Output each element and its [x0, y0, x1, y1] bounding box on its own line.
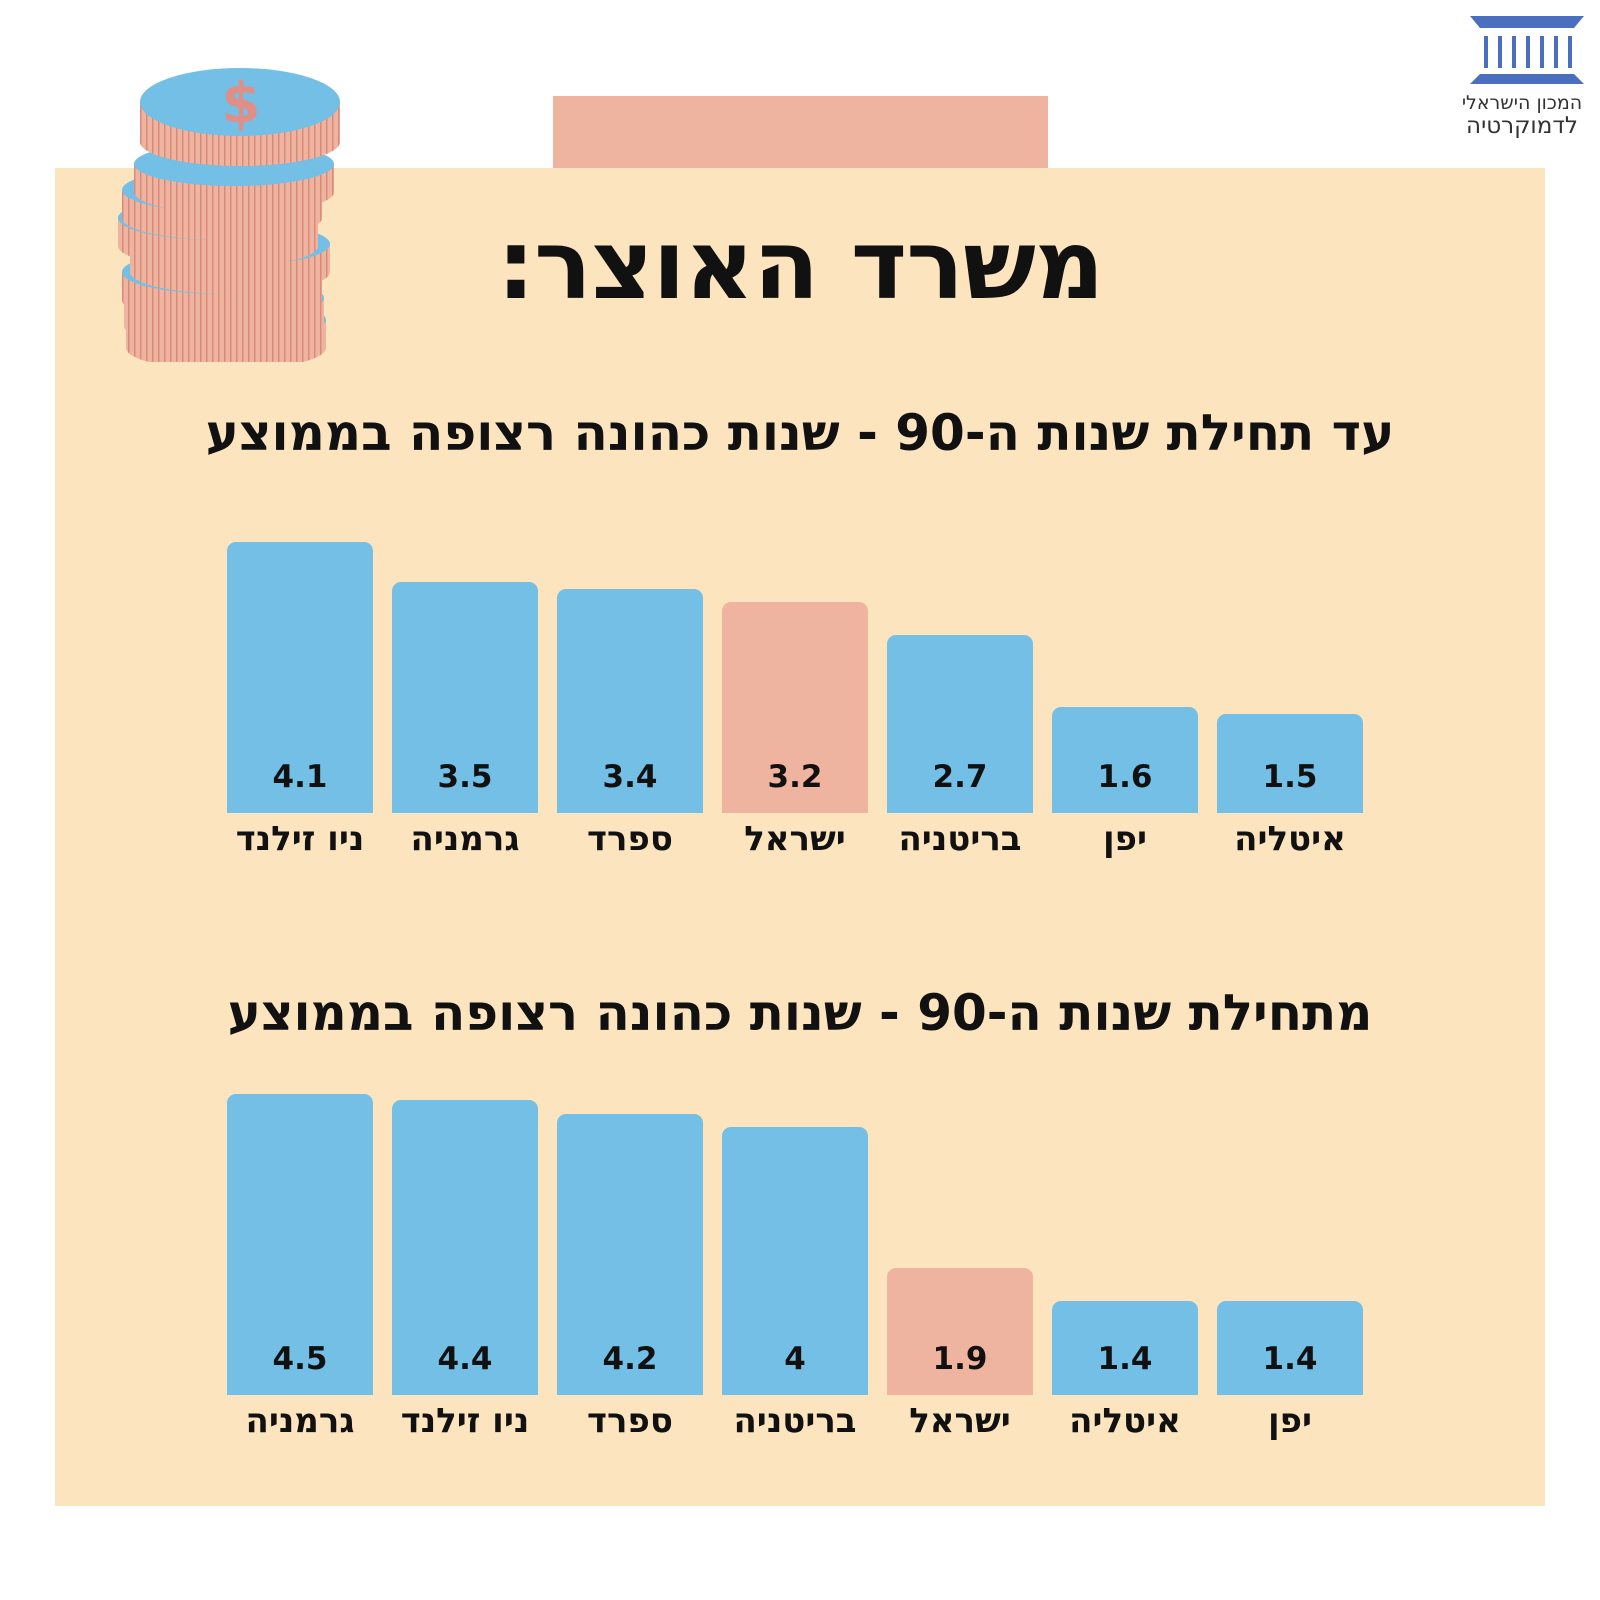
dollar-coin-stack-icon: $ [118, 68, 340, 362]
bar-value-label: 1.4 [1262, 1341, 1318, 1377]
bar [557, 588, 703, 813]
bar-value-label: 4.1 [272, 759, 328, 795]
bar [1052, 1301, 1198, 1395]
category-label: ישראל [909, 1401, 1011, 1441]
bar [392, 1100, 538, 1395]
bar [227, 1093, 373, 1395]
bar-value-label: 1.9 [932, 1341, 988, 1377]
bar [1217, 714, 1363, 813]
bar-value-label: 1.5 [1262, 759, 1318, 795]
category-label: ישראל [744, 819, 846, 859]
chart-2-title: מתחילת שנות ה-90 - שנות כהונה רצופה בממו… [227, 984, 1373, 1042]
bar-value-label: 4 [784, 1341, 806, 1377]
bar-value-label: 4.5 [272, 1341, 328, 1377]
category-label: גרמניה [245, 1401, 355, 1441]
bar-value-label: 1.6 [1097, 759, 1153, 795]
bar [722, 601, 868, 813]
svg-text:$: $ [222, 71, 261, 136]
logo-line-2: לדמוקרטיה [1466, 113, 1578, 139]
category-label: גרמניה [410, 819, 520, 859]
bar [227, 542, 373, 813]
category-label: ניו זילנד [400, 1401, 530, 1441]
bar-value-label: 3.5 [437, 759, 493, 795]
bar-value-label: 3.2 [767, 759, 823, 795]
logo-line-1: המכון הישראלי [1461, 92, 1583, 114]
category-label: איטליה [1234, 819, 1346, 859]
institute-logo-icon [1470, 16, 1584, 84]
bar-value-label: 1.4 [1097, 1341, 1153, 1377]
category-label: בריטניה [733, 1401, 857, 1441]
bar [1052, 707, 1198, 813]
bar [887, 634, 1033, 813]
bar [392, 582, 538, 813]
bar [722, 1127, 868, 1395]
bar-value-label: 4.2 [602, 1341, 658, 1377]
bar [1217, 1301, 1363, 1395]
chart-1-title: עד תחילת שנות ה-90 - שנות כהונה רצופה במ… [205, 404, 1395, 462]
category-label: יפן [1102, 819, 1148, 859]
category-label: ספרד [587, 819, 673, 859]
category-label: ניו זילנד [235, 819, 365, 859]
bar-value-label: 3.4 [602, 759, 658, 795]
bar-value-label: 4.4 [437, 1341, 493, 1377]
bar-value-label: 2.7 [932, 759, 988, 795]
category-label: בריטניה [898, 819, 1022, 859]
page-title: משרד האוצר: [496, 209, 1105, 321]
category-label: יפן [1267, 1401, 1313, 1441]
decorative-tab [553, 96, 1048, 168]
bar [557, 1113, 703, 1395]
category-label: איטליה [1069, 1401, 1181, 1441]
category-label: ספרד [587, 1401, 673, 1441]
bar [887, 1267, 1033, 1395]
